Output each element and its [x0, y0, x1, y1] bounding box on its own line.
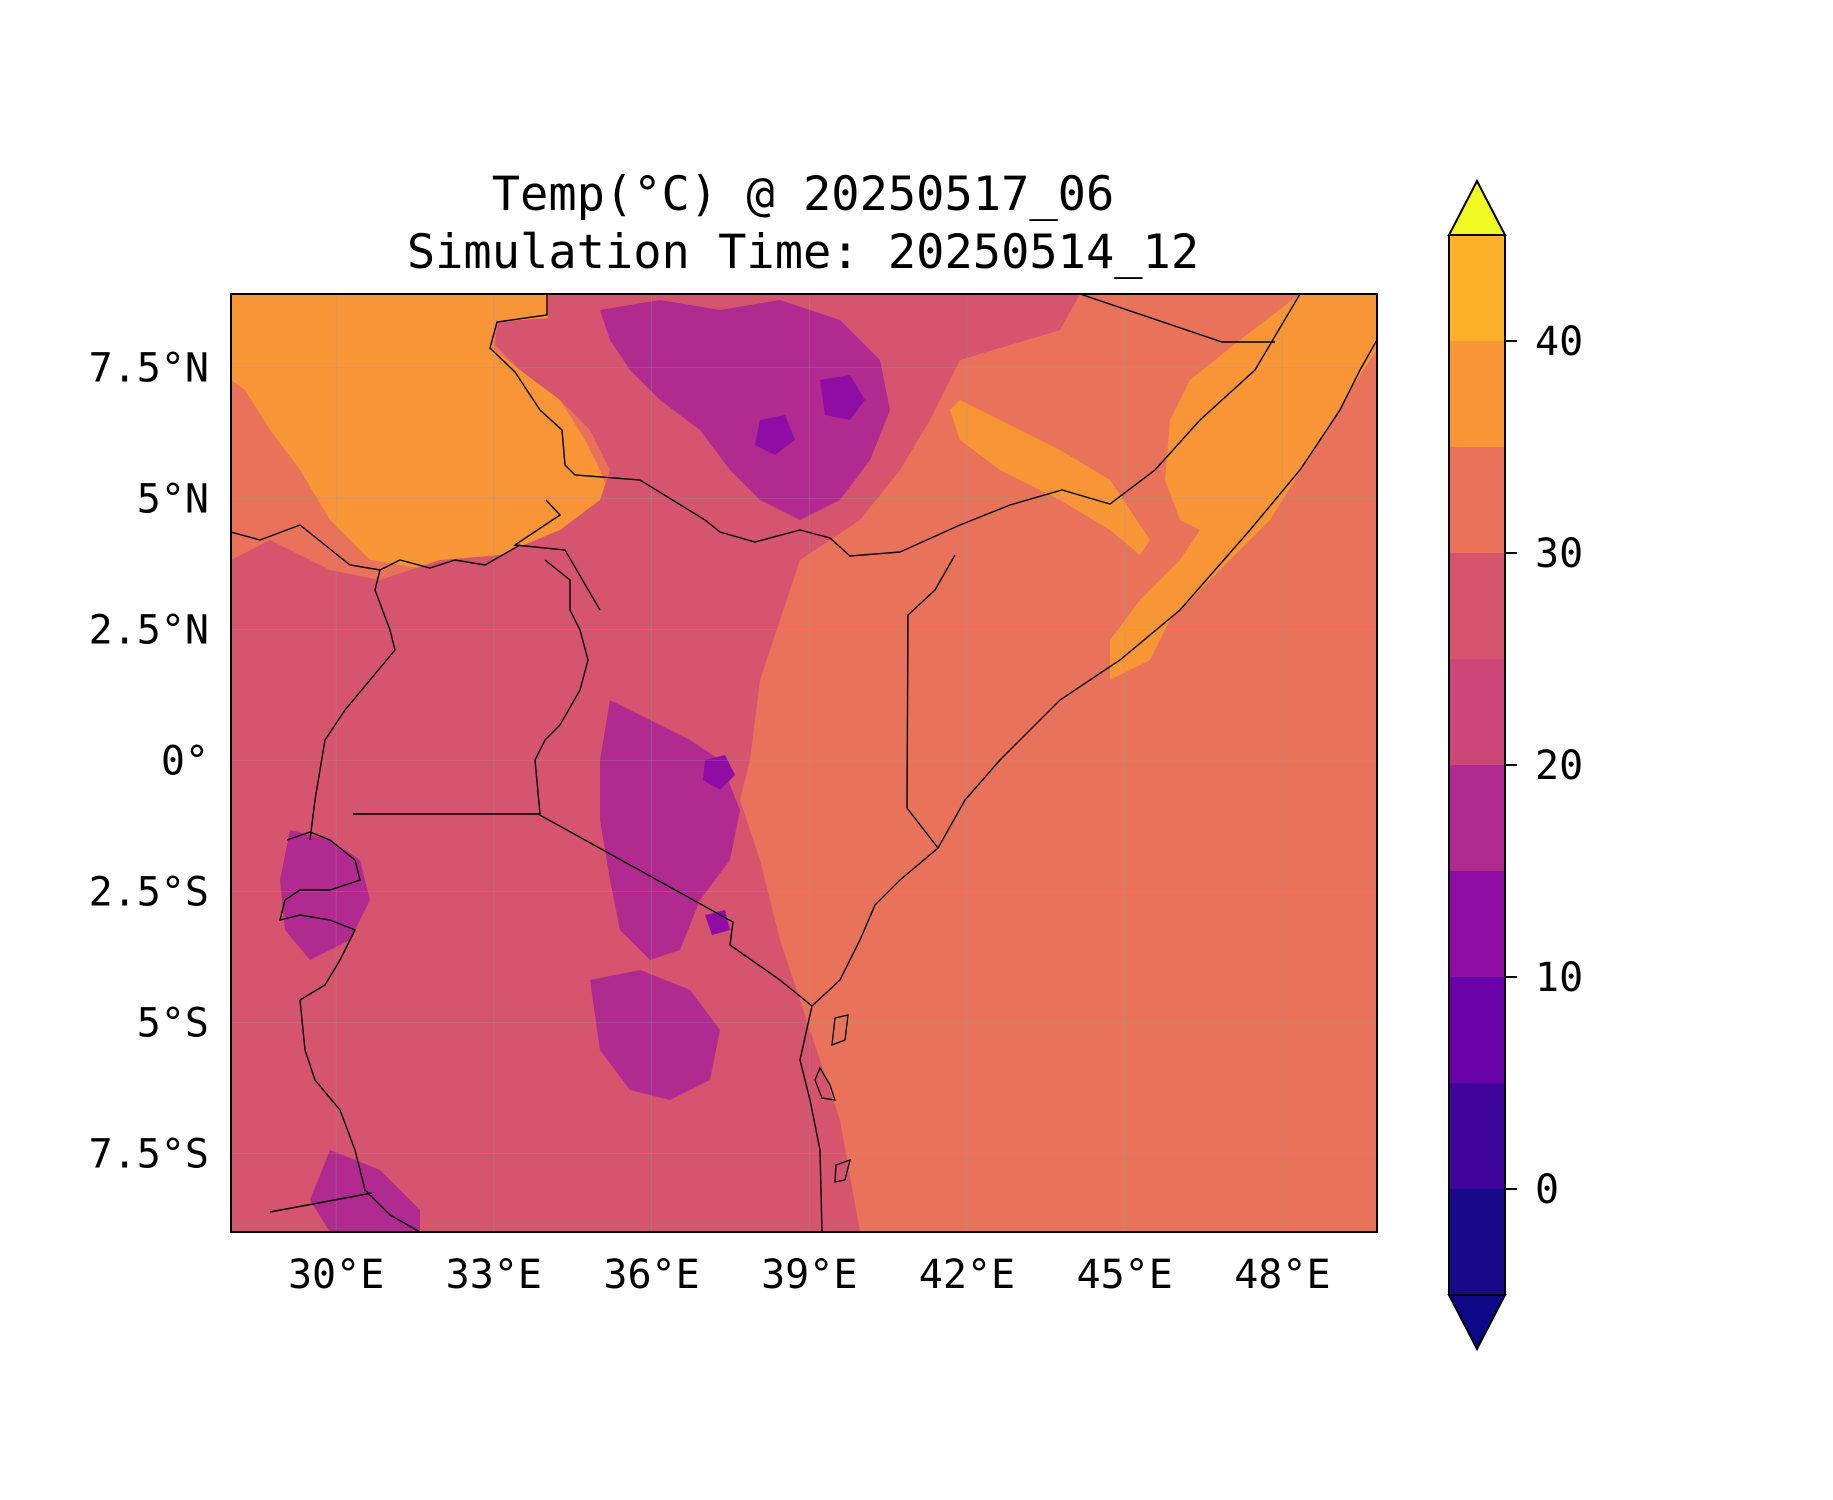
border-kenya-north	[512, 499, 601, 611]
border-ethiopia-somaliland	[1079, 294, 1275, 343]
coastline-somalia-kenya	[799, 339, 1377, 1232]
country-borders	[231, 294, 1377, 1232]
map-frame	[230, 293, 1378, 1233]
x-tick-label: 42°E	[919, 1252, 1015, 1298]
colorbar-tick-label: 40	[1535, 319, 1583, 365]
border-kenya-somalia	[906, 554, 956, 849]
colorbar-segment	[1449, 659, 1505, 765]
border-uganda-kenya	[534, 559, 589, 815]
colorbar-tick-label: 10	[1535, 955, 1583, 1001]
colorbar-tick-label: 20	[1535, 743, 1583, 789]
temp-region-30-35-somalia	[1110, 294, 1377, 680]
temp-region-10-15-peak-1	[820, 375, 865, 420]
y-tick-label: 0°	[161, 738, 209, 784]
colorbar-segment	[1449, 977, 1505, 1083]
zanzibar-islands	[814, 1014, 851, 1183]
y-tick-label: 2.5°N	[89, 607, 209, 653]
temp-region-15-20-ethiopia	[600, 300, 890, 520]
latitude-axis: 7.5°N 5°N 2.5°N 0° 2.5°S 5°S 7.5°S	[89, 345, 209, 1177]
colorbar-extend-max	[1447, 178, 1507, 236]
temperature-field	[231, 294, 1377, 1232]
colorbar-segment	[1449, 553, 1505, 659]
x-tick-label: 33°E	[446, 1252, 542, 1298]
temp-region-15-20-south	[310, 1150, 420, 1232]
border-zambia-tanzania	[269, 1192, 373, 1213]
colorbar-segment	[1449, 765, 1505, 871]
colorbar-segment	[1449, 341, 1505, 447]
map-title-line-2: Simulation Time: 20250514_12	[407, 225, 1199, 280]
border-lake-tanganyika	[299, 999, 421, 1232]
colorbar-segment	[1449, 1189, 1505, 1295]
x-tick-label: 36°E	[603, 1252, 699, 1298]
y-tick-label: 2.5°S	[89, 869, 209, 915]
border-kenya-tanzania	[537, 813, 813, 1007]
colorbar: 0 10 20 30 40	[1447, 178, 1583, 1352]
colorbar-segment	[1449, 447, 1505, 553]
y-tick-label: 7.5°S	[89, 1131, 209, 1177]
graticule	[231, 294, 1377, 1232]
colorbar-segment	[1449, 871, 1505, 977]
colorbar-segment	[1449, 235, 1505, 341]
colorbar-segment	[1449, 1083, 1505, 1189]
y-tick-label: 7.5°N	[89, 345, 209, 391]
y-tick-label: 5°S	[137, 1000, 209, 1046]
x-tick-label: 30°E	[288, 1252, 384, 1298]
border-drc-uganda	[309, 569, 396, 841]
y-tick-label: 5°N	[137, 476, 209, 522]
colorbar-tick-label: 30	[1535, 531, 1583, 577]
border-south-sudan-ethiopia	[489, 294, 901, 557]
temp-region-10-15-peak-2	[755, 415, 795, 455]
longitude-axis: 30°E 33°E 36°E 39°E 42°E 45°E 48°E	[288, 1252, 1331, 1298]
colorbar-extend-min	[1447, 1294, 1507, 1352]
temp-region-15-20-tanzania	[590, 970, 720, 1100]
x-tick-label: 45°E	[1077, 1252, 1173, 1298]
map-title-line-1: Temp(°C) @ 20250517_06	[492, 167, 1115, 222]
temp-region-30-35-ogaden-strip	[950, 400, 1150, 555]
x-tick-label: 39°E	[761, 1252, 857, 1298]
colorbar-tick-label: 0	[1535, 1167, 1559, 1213]
x-tick-label: 48°E	[1234, 1252, 1330, 1298]
map-panel: 30°E 33°E 36°E 39°E 42°E 45°E 48°E 7.5°N 5°N 2.5…	[89, 293, 1378, 1298]
temp-region-30-35-sudan	[231, 294, 612, 568]
temp-region-10-15-peak-3	[703, 755, 735, 790]
border-ethiopia-somalia	[899, 294, 1301, 553]
border-rwanda-burundi	[279, 831, 361, 1001]
